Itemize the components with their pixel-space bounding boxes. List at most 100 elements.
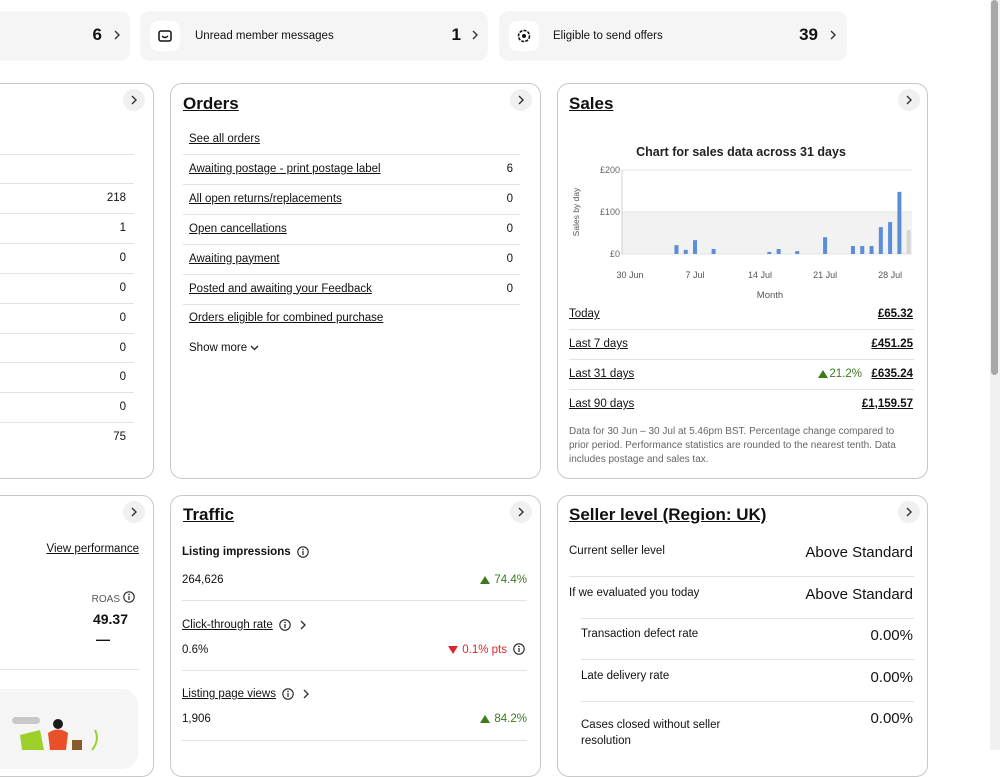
- y-axis-label: Sales by day: [571, 187, 581, 236]
- listing-count: 75: [113, 431, 126, 444]
- show-more[interactable]: Show more: [189, 342, 248, 354]
- chip-value: 39: [799, 25, 818, 44]
- period-link[interactable]: Last 90 days: [569, 398, 635, 410]
- seller-row-value: 0.00%: [870, 668, 913, 686]
- metric-header[interactable]: Listing page views: [182, 683, 312, 705]
- metric-change: 84.2%: [494, 713, 527, 725]
- bar: [850, 246, 855, 254]
- divider: [182, 740, 527, 741]
- info-icon[interactable]: [282, 688, 294, 700]
- listing-count: 1: [119, 221, 126, 234]
- metric-label[interactable]: Click-through rate: [182, 618, 273, 631]
- summary-chip[interactable]: [0, 11, 130, 61]
- divider: [581, 618, 914, 619]
- bar: [897, 191, 902, 254]
- x-tick-label: 30 Jun: [616, 270, 643, 280]
- promo-illustration: [12, 717, 98, 751]
- divider: [0, 669, 139, 670]
- period-value[interactable]: £451.25: [871, 338, 913, 350]
- period-change: 21.2%: [829, 368, 862, 380]
- metric-label[interactable]: Listing page views: [182, 688, 276, 700]
- scrollbar-track: [990, 0, 1000, 750]
- chip-label: Unread member messages: [195, 30, 334, 42]
- seller-row-label: Late delivery rate: [581, 669, 670, 682]
- card-title: Orders: [183, 94, 239, 113]
- caret-icon[interactable]: [250, 344, 259, 352]
- chevron-button[interactable]: [510, 89, 532, 111]
- chevron-button[interactable]: [898, 89, 920, 111]
- performance-link[interactable]: View performance: [46, 543, 139, 555]
- metric-label: ROAS: [91, 594, 120, 605]
- metric-header: Listing impressions: [182, 544, 309, 560]
- order-link[interactable]: Posted and awaiting your Feedback: [189, 282, 372, 295]
- period-link[interactable]: Last 7 days: [569, 338, 628, 350]
- card-title: Traffic: [183, 505, 235, 524]
- divider: [0, 213, 134, 214]
- divider: [0, 333, 134, 334]
- metric-header[interactable]: Click-through rate: [182, 614, 309, 636]
- period-value[interactable]: £635.24: [871, 368, 913, 380]
- sales-chart: Chart for sales data across 31 days Sales…: [571, 145, 912, 301]
- order-link[interactable]: See all orders: [189, 133, 260, 145]
- period-value[interactable]: £65.32: [877, 308, 913, 320]
- divider: [183, 214, 520, 215]
- order-link[interactable]: All open returns/replacements: [189, 192, 342, 205]
- divider: [581, 701, 914, 702]
- order-link[interactable]: Orders eligible for combined purchase: [189, 312, 384, 325]
- chevron-button[interactable]: [123, 89, 145, 111]
- bar: [674, 245, 679, 254]
- divider: [183, 184, 520, 185]
- info-icon[interactable]: [279, 618, 291, 631]
- x-tick-label: 28 Jul: [878, 270, 902, 280]
- seller-row-label: Cases closed without seller resolution: [581, 719, 721, 747]
- offer-icon: [517, 29, 531, 43]
- up-arrow: [480, 576, 490, 584]
- up-arrow: [480, 715, 490, 723]
- listing-count: 0: [119, 401, 126, 414]
- chip-label: Eligible to send offers: [553, 30, 663, 42]
- chevron[interactable]: [297, 614, 309, 636]
- period-link[interactable]: Last 31 days: [569, 368, 635, 380]
- chevron[interactable]: [106, 24, 128, 46]
- summary-chip[interactable]: [140, 11, 488, 61]
- seller-row-label: Current seller level: [569, 545, 665, 557]
- info-icon[interactable]: [513, 642, 525, 655]
- divider: [0, 303, 134, 304]
- info-icon[interactable]: [123, 591, 135, 603]
- order-count: 0: [506, 222, 513, 235]
- chevron-button[interactable]: [898, 501, 920, 523]
- seller-row-value: 0.00%: [870, 710, 913, 727]
- listing-count: 218: [106, 192, 126, 204]
- listing-count: 0: [119, 281, 126, 294]
- down-arrow: [448, 645, 458, 654]
- period-value[interactable]: £1,159.57: [861, 398, 913, 410]
- divider: [569, 329, 914, 330]
- summary-chip[interactable]: [499, 11, 847, 61]
- order-link[interactable]: Awaiting postage - print postage label: [189, 162, 381, 175]
- bar: [823, 237, 828, 254]
- info-icon[interactable]: [296, 546, 309, 558]
- divider: [0, 183, 134, 184]
- chevron-button[interactable]: [123, 501, 145, 523]
- chevron[interactable]: [822, 24, 844, 46]
- order-link[interactable]: Awaiting payment: [189, 252, 280, 265]
- listing-count: 0: [119, 341, 126, 354]
- chevron[interactable]: [464, 24, 486, 46]
- x-tick-label: 14 Jul: [748, 270, 772, 280]
- seller-row-value: 0.00%: [870, 627, 913, 644]
- chevron-button[interactable]: [510, 501, 532, 523]
- divider: [569, 389, 914, 390]
- metric-value: 1,906: [182, 713, 211, 725]
- bar: [795, 251, 800, 254]
- divider: [183, 274, 520, 275]
- order-count: 0: [506, 252, 513, 265]
- listing-count: 0: [119, 311, 126, 324]
- y-tick-label: £100: [600, 207, 620, 217]
- order-link[interactable]: Open cancellations: [189, 222, 287, 235]
- chevron[interactable]: [300, 683, 312, 705]
- period-link[interactable]: Today: [569, 308, 600, 320]
- sales-card: [557, 83, 928, 479]
- divider: [182, 670, 527, 671]
- metric-value: 264,626: [182, 574, 224, 586]
